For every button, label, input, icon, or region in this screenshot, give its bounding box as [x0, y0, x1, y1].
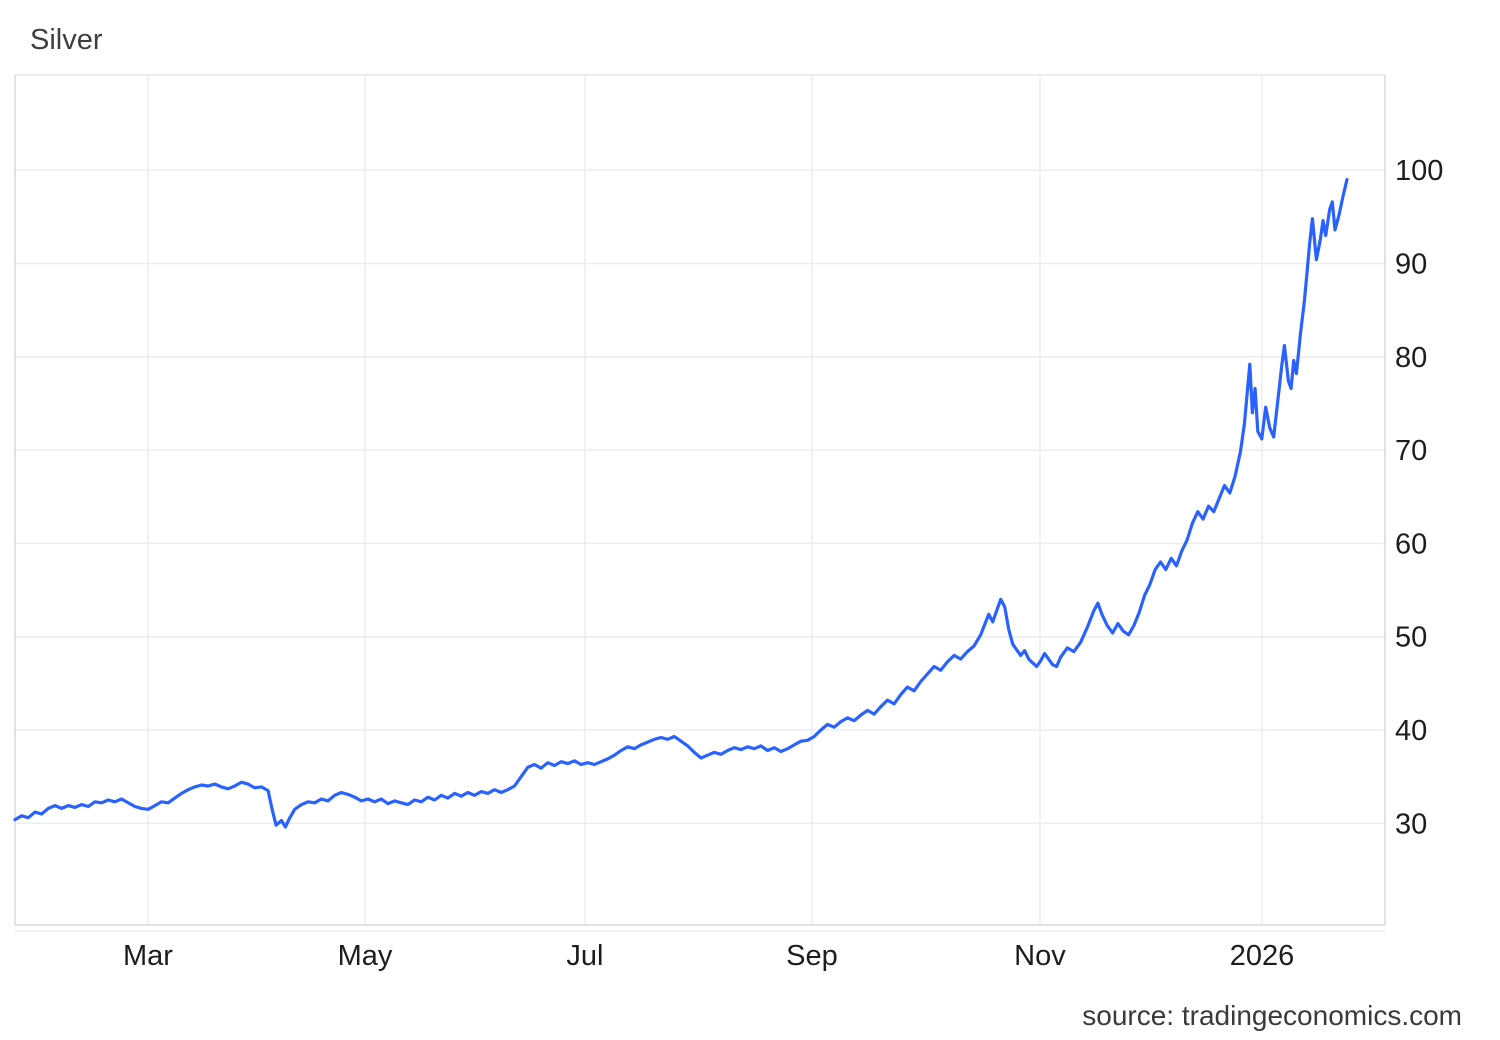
y-axis-label: 50: [1395, 622, 1427, 654]
x-axis-label: Mar: [123, 940, 173, 972]
y-axis-label: 90: [1395, 248, 1427, 280]
x-axis-label: Jul: [566, 940, 603, 972]
y-axis-label: 40: [1395, 715, 1427, 747]
y-axis-label: 60: [1395, 528, 1427, 560]
y-axis-label: 100: [1395, 155, 1443, 187]
x-axis-label: 2026: [1230, 940, 1295, 972]
chart-title: Silver: [30, 24, 103, 56]
x-axis-label: Nov: [1014, 940, 1066, 972]
source-attribution: source: tradingeconomics.com: [1082, 1000, 1462, 1031]
price-series-line[interactable]: [13, 177, 1349, 829]
y-axis-label: 30: [1395, 808, 1427, 840]
x-axis-label: Sep: [786, 940, 838, 972]
x-axis-label: May: [338, 940, 393, 972]
y-axis-label: 70: [1395, 435, 1427, 467]
y-axis-label: 80: [1395, 342, 1427, 374]
